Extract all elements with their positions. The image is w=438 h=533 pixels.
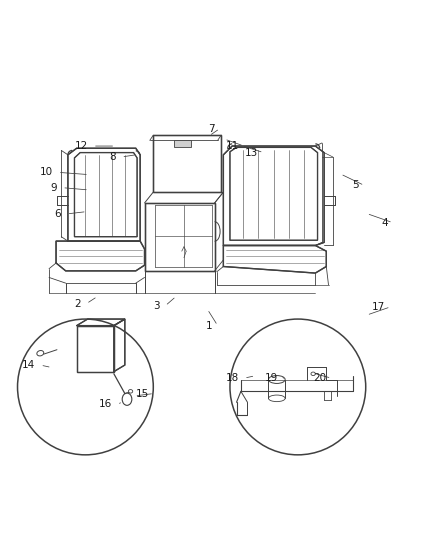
Text: 5: 5	[353, 181, 359, 190]
Text: 17: 17	[372, 302, 385, 312]
Text: 8: 8	[110, 152, 116, 162]
Text: 12: 12	[74, 141, 88, 151]
Text: 9: 9	[50, 183, 57, 192]
Text: 7: 7	[208, 124, 215, 134]
Text: 16: 16	[99, 399, 112, 409]
Text: 2: 2	[74, 298, 81, 309]
Text: 3: 3	[153, 301, 160, 311]
Text: 10: 10	[39, 167, 53, 177]
Text: 18: 18	[226, 373, 239, 383]
Text: 6: 6	[55, 209, 61, 219]
Text: 4: 4	[381, 217, 388, 228]
Text: 19: 19	[265, 373, 278, 383]
Text: 13: 13	[245, 148, 258, 158]
Text: 15: 15	[136, 389, 149, 399]
Text: 11: 11	[226, 141, 239, 151]
Text: 20: 20	[313, 373, 326, 383]
Text: 14: 14	[22, 360, 35, 370]
FancyBboxPatch shape	[174, 140, 191, 147]
Text: 1: 1	[206, 321, 212, 330]
